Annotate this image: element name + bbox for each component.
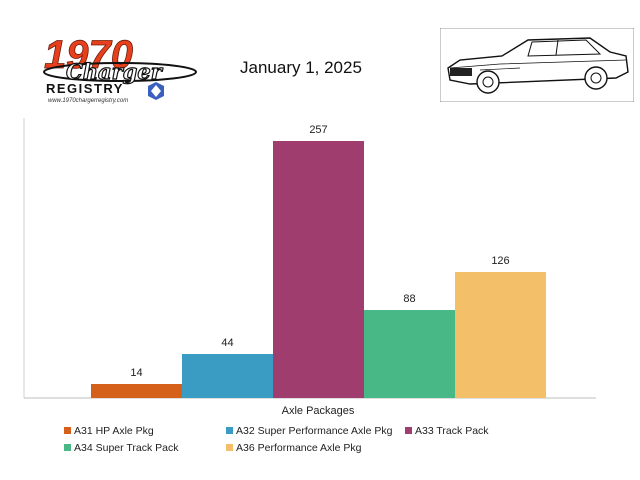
legend-swatch-1: [64, 427, 71, 434]
logo-swoosh: [43, 62, 197, 82]
registry-logo: 1970 Charger REGISTRY www.1970chargerreg…: [43, 34, 197, 104]
legend-label-3: A33 Track Pack: [415, 425, 489, 437]
bar-3: [273, 141, 364, 398]
legend-label-5: A36 Performance Axle Pkg: [236, 442, 362, 454]
legend-label-2: A32 Super Performance Axle Pkg: [236, 425, 393, 437]
bar-2: [182, 354, 273, 398]
bar-value-label-1: 14: [130, 367, 142, 379]
bar-value-label-3: 257: [309, 124, 327, 136]
pentastar-icon-inner: [151, 85, 161, 97]
legend-item-5: A36 Performance Axle Pkg: [226, 442, 361, 454]
legend-swatch-3: [405, 427, 412, 434]
logo-number: 1970: [44, 34, 133, 77]
legend-swatch-4: [64, 444, 71, 451]
legend-swatch-2: [226, 427, 233, 434]
car-drawing: [440, 28, 634, 102]
logo-word: REGISTRY: [46, 81, 124, 96]
logo-script: Charger: [66, 59, 164, 84]
bar-value-label-5: 126: [491, 255, 509, 267]
x-axis-title: Axle Packages: [282, 405, 355, 417]
legend-label-1: A31 HP Axle Pkg: [74, 425, 154, 437]
bar-value-label-4: 88: [403, 293, 415, 305]
bar-value-label-2: 44: [221, 337, 233, 349]
legend-item-4: A34 Super Track Pack: [64, 442, 178, 454]
bar-4: [364, 310, 455, 398]
logo-url: www.1970chargerregistry.com: [48, 98, 128, 104]
legend-item-3: A33 Track Pack: [405, 425, 489, 437]
legend-item-1: A31 HP Axle Pkg: [64, 425, 154, 437]
bar-1: [91, 384, 182, 398]
legend-item-2: A32 Super Performance Axle Pkg: [226, 425, 392, 437]
legend-swatch-5: [226, 444, 233, 451]
legend-label-4: A34 Super Track Pack: [74, 442, 179, 454]
bar-5: [455, 272, 546, 398]
chart-date: January 1, 2025: [240, 58, 362, 77]
